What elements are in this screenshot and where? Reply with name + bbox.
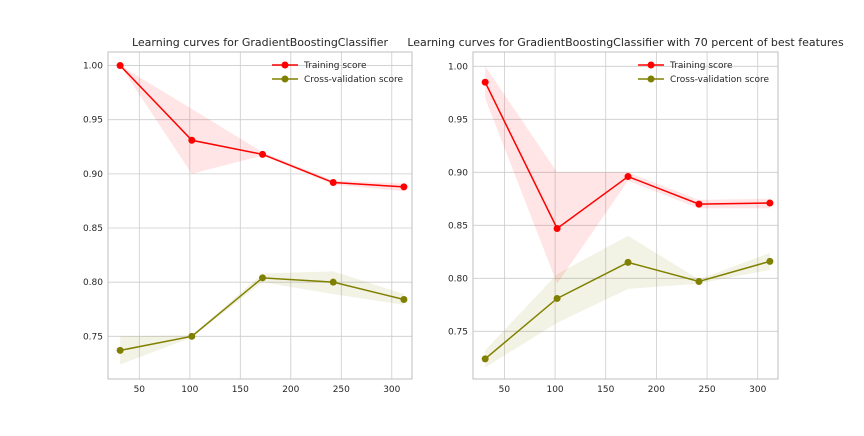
series-1-point — [766, 199, 774, 207]
y-tick-label: 0.95 — [83, 116, 103, 126]
y-tick-label: 0.75 — [448, 327, 468, 337]
series-1-point — [329, 179, 337, 187]
series-2-point — [116, 346, 124, 354]
series-1-point — [481, 78, 489, 86]
y-tick-label: 0.80 — [83, 278, 103, 288]
x-tick-label: 200 — [648, 385, 665, 395]
plot-area — [473, 52, 778, 379]
y-tick-label: 0.85 — [83, 224, 103, 234]
legend-marker — [647, 75, 655, 83]
series-2-point — [329, 278, 337, 286]
series-2-point — [400, 295, 408, 303]
legend-marker — [647, 61, 655, 69]
legend-label: Training score — [303, 61, 367, 71]
series-1-point — [695, 200, 703, 208]
y-tick-label: 0.90 — [83, 170, 103, 180]
y-tick-label: 0.85 — [448, 221, 468, 231]
y-tick-label: 0.95 — [448, 115, 468, 125]
series-2-point — [188, 332, 196, 340]
x-tick-label: 100 — [181, 385, 198, 395]
x-tick-label: 100 — [546, 385, 563, 395]
y-tick-label: 0.90 — [448, 168, 468, 178]
y-tick-label: 0.80 — [448, 274, 468, 284]
series-2-point — [624, 258, 632, 266]
x-tick-label: 250 — [698, 385, 715, 395]
chart-panel-1: 50 100 150 200 250 300 0.75 0.80 0.85 0.90 0.95 1.0… — [83, 36, 413, 395]
x-tick-label: 300 — [749, 385, 766, 395]
x-tick-label: 300 — [383, 385, 400, 395]
plot-frame — [472, 51, 779, 380]
series-1-point — [259, 150, 267, 158]
legend-label: Cross-validation score — [304, 75, 403, 85]
series-1-std-band — [120, 65, 404, 192]
chart-panel-2: 50 100 150 200 250 300 0.75 0.80 0.85 0.90 0.95 1.0… — [407, 36, 844, 395]
y-tick-label: 0.75 — [83, 332, 103, 342]
series-1-point — [553, 224, 561, 232]
legend-label: Cross-validation score — [670, 75, 769, 85]
series-1-point — [624, 173, 632, 181]
series-1-point — [400, 183, 408, 191]
series-2-point — [695, 277, 703, 285]
series-1-point — [188, 136, 196, 144]
series-2-point — [553, 294, 561, 302]
legend-marker — [281, 75, 289, 83]
legend-label: Training score — [669, 61, 733, 71]
x-tick-label: 150 — [597, 385, 614, 395]
x-tick-label: 250 — [333, 385, 350, 395]
plot-frame — [107, 51, 413, 380]
chart-title: Learning curves for GradientBoostingClas… — [132, 36, 389, 49]
chart-title: Learning curves for GradientBoostingClas… — [407, 36, 844, 49]
x-tick-label: 200 — [282, 385, 299, 395]
y-tick-label: 1.00 — [448, 62, 468, 72]
series-2-point — [766, 257, 774, 265]
x-tick-label: 150 — [232, 385, 249, 395]
series-2-point — [259, 274, 267, 282]
x-tick-label: 50 — [134, 385, 146, 395]
legend-marker — [281, 61, 289, 69]
series-2-point — [481, 355, 489, 363]
x-tick-label: 50 — [499, 385, 511, 395]
y-tick-label: 1.00 — [83, 62, 103, 72]
series-1-point — [116, 62, 124, 70]
